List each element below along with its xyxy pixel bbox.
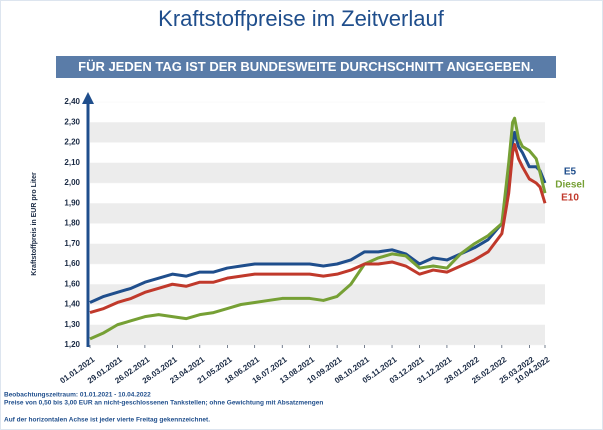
- series-line: [89, 143, 547, 315]
- y-tick-label: 1,20: [64, 340, 80, 349]
- y-tick-label: 2,30: [64, 117, 80, 126]
- subtitle-banner: [56, 56, 556, 78]
- y-tick-label: 2,20: [64, 138, 80, 147]
- footnote: Beobachtungszeitraum: 01.01.2021 - 10.04…: [4, 392, 151, 399]
- footnote: Preise von 0,50 bis 3,00 EUR an nicht-ge…: [4, 400, 323, 407]
- y-tick-label: 1,40: [64, 300, 80, 309]
- y-tick-label: 1,30: [64, 320, 80, 329]
- y-tick-label: 1,60: [64, 279, 80, 288]
- chart-title: Kraftstoffpreise im Zeitverlauf: [158, 6, 445, 31]
- grid-band: [90, 203, 545, 224]
- y-tick-label: 1,60: [64, 259, 80, 268]
- y-tick-label: 2,10: [64, 158, 80, 167]
- footnote: Auf der horizontalen Achse ist jeder vie…: [4, 417, 210, 424]
- grid-band: [90, 162, 545, 183]
- y-axis-arrow: [82, 92, 94, 104]
- series-line: [89, 130, 547, 304]
- legend-label: E5: [564, 167, 577, 178]
- grid-band: [90, 122, 545, 143]
- y-tick-label: 1,90: [64, 198, 80, 207]
- grid-band: [90, 284, 545, 305]
- legend-label: E10: [561, 193, 579, 204]
- series-line: [89, 116, 547, 341]
- y-tick-label: 2,40: [64, 97, 80, 106]
- y-axis-label: Kraftstoffpreis in EUR pro Liter: [31, 172, 38, 276]
- grid-band: [90, 324, 545, 345]
- y-tick-label: 1,80: [64, 219, 80, 228]
- y-tick-label: 1,70: [64, 239, 80, 248]
- legend-label: Diesel: [555, 180, 585, 191]
- y-tick-label: 2,00: [64, 178, 80, 187]
- chart-subtitle: FÜR JEDEN TAG IST DER BUNDESWEITE DURCHS…: [78, 59, 534, 74]
